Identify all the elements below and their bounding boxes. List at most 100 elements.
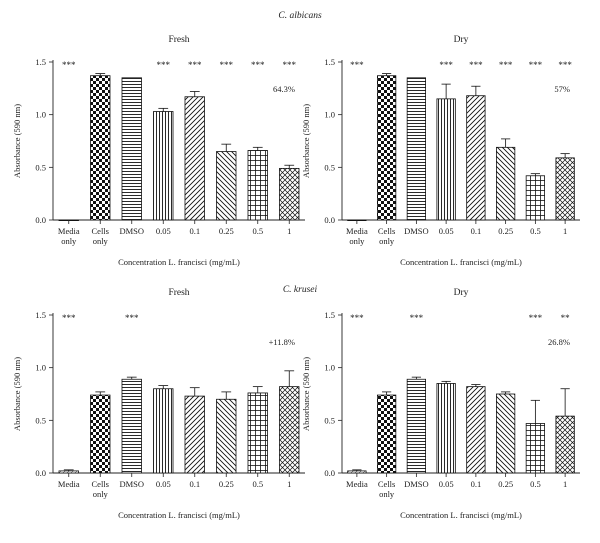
bar bbox=[184, 395, 205, 474]
y-tick-label: 1.0 bbox=[324, 110, 335, 120]
section-title-c-krusei: C. krusei bbox=[283, 285, 318, 295]
significance-marker: *** bbox=[558, 60, 572, 70]
x-axis-label: Concentration L. francisci (mg/mL) bbox=[400, 257, 522, 267]
significance-marker: *** bbox=[188, 60, 202, 70]
bar bbox=[216, 151, 237, 221]
x-tick-label-line: 0.1 bbox=[471, 479, 482, 489]
x-tick-label: 1 bbox=[563, 226, 567, 236]
x-tick-label: 0.5 bbox=[530, 479, 541, 489]
x-tick-label-line: 1 bbox=[563, 226, 567, 236]
y-tick-label: 1.0 bbox=[35, 363, 46, 373]
x-tick-label-line: 0.05 bbox=[156, 479, 171, 489]
x-axis-label: Concentration L. francisci (mg/mL) bbox=[400, 510, 522, 520]
bar bbox=[121, 77, 142, 221]
x-tick-label: DMSO bbox=[119, 226, 144, 236]
y-tick-label: 0.0 bbox=[35, 215, 46, 225]
x-tick-label: 0.05 bbox=[439, 479, 454, 489]
x-tick-label-line: 1 bbox=[287, 479, 291, 489]
x-tick-label-line: 0.5 bbox=[252, 226, 263, 236]
significance-marker: ** bbox=[561, 313, 571, 323]
bar bbox=[184, 96, 205, 221]
significance-marker: *** bbox=[62, 60, 76, 70]
bar bbox=[377, 75, 397, 221]
x-tick-label-line: 0.05 bbox=[439, 226, 454, 236]
bar bbox=[347, 470, 367, 474]
x-tick-label: 0.5 bbox=[530, 226, 541, 236]
y-axis-label: Absorbance (590 nm) bbox=[12, 104, 22, 178]
x-tick-label-line: DMSO bbox=[404, 479, 429, 489]
y-tick-label: 1.5 bbox=[35, 57, 46, 67]
y-tick-label: 0.5 bbox=[324, 162, 335, 172]
x-tick-label-line: Media bbox=[346, 226, 368, 236]
bar bbox=[496, 146, 516, 221]
bar bbox=[496, 393, 516, 474]
x-tick-label-line: Media bbox=[58, 479, 80, 489]
x-tick-label: 0.1 bbox=[471, 479, 482, 489]
x-tick-label: 0.05 bbox=[439, 226, 454, 236]
x-tick-label: Media only bbox=[346, 226, 368, 246]
y-tick-label: 1.0 bbox=[324, 363, 335, 373]
x-tick-label-line: 0.25 bbox=[498, 226, 513, 236]
x-tick-label-line: 0.1 bbox=[189, 226, 200, 236]
significance-marker: *** bbox=[529, 60, 543, 70]
bar bbox=[279, 386, 300, 474]
x-tick-label: 0.1 bbox=[189, 479, 200, 489]
bar bbox=[153, 388, 174, 474]
bar bbox=[58, 470, 79, 474]
panel-annotation: +11.8% bbox=[269, 337, 295, 347]
x-tick-label-line: Cells bbox=[378, 479, 395, 489]
panel-annotation: 26.8% bbox=[548, 337, 570, 347]
significance-marker: *** bbox=[251, 60, 265, 70]
section-title-c-albicans: C. albicans bbox=[278, 11, 322, 21]
chart-panel-1: Fresh 0.0 0.5 1.0 1.5 Absorbance (590 nm) Conc… bbox=[12, 35, 305, 267]
x-tick-label-line: only bbox=[61, 236, 77, 246]
panel-title: Fresh bbox=[168, 35, 189, 45]
x-tick-label: DMSO bbox=[404, 226, 429, 236]
x-tick-label-line: Media bbox=[58, 226, 80, 236]
x-tick-label-line: Cells bbox=[378, 226, 395, 236]
x-tick-label: DMSO bbox=[404, 479, 429, 489]
bar bbox=[247, 150, 268, 221]
x-tick-label: 0.5 bbox=[252, 226, 263, 236]
significance-marker: *** bbox=[469, 60, 483, 70]
x-tick-label: 0.05 bbox=[156, 479, 171, 489]
panel-annotation: 57% bbox=[554, 84, 570, 94]
x-axis-label: Concentration L. francisci (mg/mL) bbox=[118, 257, 240, 267]
x-tick-label: 1 bbox=[563, 479, 567, 489]
chart-panel-2: Dry 0.0 0.5 1.0 1.5 Absorbance (590 nm) Concen… bbox=[301, 35, 580, 267]
significance-marker: *** bbox=[439, 60, 453, 70]
chart-panel-3: Fresh 0.0 0.5 1.0 1.5 Absorbance (590 nm) Conc… bbox=[12, 288, 305, 520]
y-axis-label: Absorbance (590 nm) bbox=[301, 357, 311, 431]
significance-marker: *** bbox=[62, 313, 76, 323]
x-tick-label: 0.25 bbox=[219, 479, 234, 489]
bar bbox=[216, 398, 237, 474]
bar bbox=[90, 394, 111, 474]
x-tick-label-line: DMSO bbox=[404, 226, 429, 236]
x-tick-label-line: 0.25 bbox=[219, 479, 234, 489]
x-tick-label-line: 0.05 bbox=[156, 226, 171, 236]
significance-marker: *** bbox=[125, 313, 139, 323]
bar bbox=[406, 378, 426, 474]
x-tick-label: Cells only bbox=[92, 226, 109, 246]
panel-title: Fresh bbox=[168, 288, 189, 298]
x-tick-label-line: only bbox=[379, 236, 395, 246]
panel-title: Dry bbox=[454, 288, 469, 298]
bar bbox=[436, 383, 456, 474]
x-tick-label: 0.1 bbox=[471, 226, 482, 236]
y-tick-label: 0.5 bbox=[35, 162, 46, 172]
x-tick-label: 0.25 bbox=[219, 226, 234, 236]
bar bbox=[436, 98, 456, 221]
bar bbox=[525, 175, 545, 221]
y-tick-label: 0.0 bbox=[35, 468, 46, 478]
bar bbox=[247, 392, 268, 474]
y-tick-label: 0.5 bbox=[324, 415, 335, 425]
chart-panel-4: Dry 0.0 0.5 1.0 1.5 Absorbance (590 nm) Concen… bbox=[301, 288, 580, 520]
x-tick-label: 0.25 bbox=[498, 479, 513, 489]
x-tick-label: 0.1 bbox=[189, 226, 200, 236]
bar bbox=[406, 77, 426, 221]
x-tick-label-line: 0.1 bbox=[189, 479, 200, 489]
x-tick-label-line: DMSO bbox=[119, 226, 144, 236]
x-tick-label-line: 0.5 bbox=[252, 479, 263, 489]
